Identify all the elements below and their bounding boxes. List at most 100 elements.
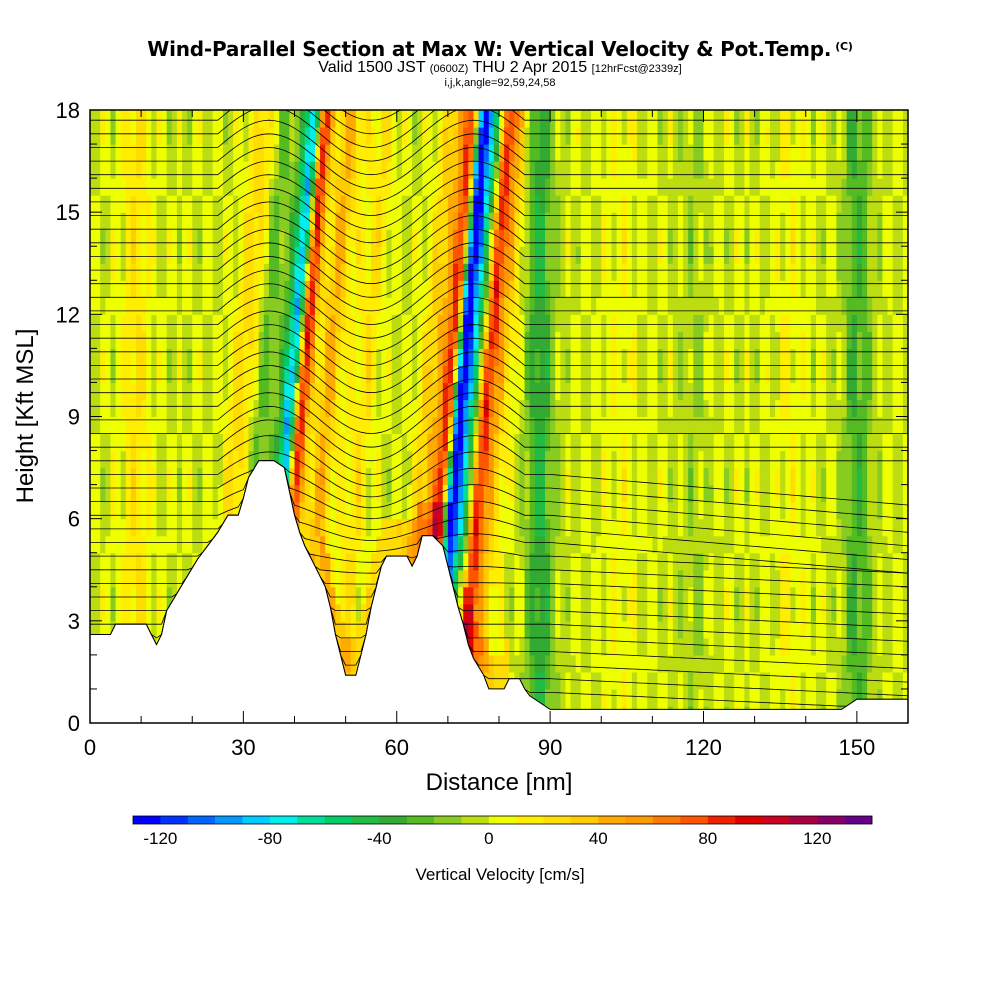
- velocity-cell: [657, 637, 664, 656]
- velocity-cell: [202, 484, 209, 503]
- velocity-cell: [729, 297, 735, 315]
- velocity-cell: [437, 246, 444, 264]
- velocity-cell: [238, 399, 244, 418]
- velocity-cell: [683, 620, 689, 639]
- velocity-cell: [718, 127, 725, 145]
- velocity-cell: [667, 518, 674, 537]
- velocity-cell: [396, 331, 403, 349]
- velocity-cell: [161, 382, 168, 401]
- velocity-cell: [499, 399, 505, 418]
- velocity-cell: [642, 246, 648, 264]
- velocity-cell: [667, 127, 674, 145]
- velocity-cell: [396, 127, 403, 145]
- velocity-cell: [248, 178, 255, 196]
- velocity-cell: [309, 467, 316, 486]
- velocity-cell: [401, 399, 408, 418]
- velocity-cell: [238, 280, 244, 298]
- velocity-cell: [340, 620, 347, 639]
- velocity-cell: [192, 416, 198, 435]
- velocity-cell: [340, 263, 347, 281]
- velocity-cell: [790, 535, 797, 554]
- velocity-cell: [248, 314, 255, 332]
- velocity-cell: [115, 246, 122, 264]
- velocity-cell: [299, 212, 306, 230]
- velocity-cell: [723, 535, 730, 554]
- velocity-cell: [238, 484, 244, 503]
- velocity-cell: [504, 535, 510, 554]
- velocity-cell: [151, 246, 158, 264]
- velocity-cell: [509, 603, 515, 622]
- velocity-cell: [243, 178, 250, 196]
- velocity-cell: [795, 603, 802, 622]
- velocity-cell: [698, 552, 705, 571]
- valid-prefix: Valid 1500 JST: [318, 59, 426, 76]
- velocity-cell: [718, 161, 725, 179]
- velocity-cell: [545, 212, 551, 230]
- velocity-cell: [642, 467, 648, 486]
- velocity-cell: [667, 229, 674, 247]
- velocity-cell: [631, 246, 638, 264]
- velocity-cell: [478, 484, 485, 503]
- velocity-cell: [713, 467, 720, 486]
- velocity-cell: [125, 535, 132, 554]
- velocity-cell: [274, 280, 280, 298]
- velocity-cell: [447, 416, 454, 435]
- velocity-cell: [381, 484, 388, 503]
- velocity-cell: [458, 178, 464, 196]
- velocity-cell: [790, 433, 797, 452]
- velocity-cell: [596, 399, 602, 418]
- velocity-cell: [468, 433, 475, 452]
- velocity-cell: [683, 501, 689, 520]
- velocity-cell: [795, 518, 802, 537]
- velocity-cell: [759, 654, 766, 673]
- velocity-cell: [447, 161, 454, 179]
- velocity-cell: [105, 433, 112, 452]
- velocity-cell: [698, 314, 705, 332]
- velocity-cell: [197, 144, 204, 162]
- velocity-cell: [146, 297, 152, 315]
- velocity-cell: [703, 212, 710, 230]
- velocity-cell: [452, 501, 459, 520]
- velocity-cell: [207, 127, 214, 145]
- velocity-cell: [371, 552, 377, 571]
- velocity-cell: [759, 144, 766, 162]
- velocity-cell: [539, 518, 546, 537]
- velocity-cell: [110, 603, 117, 622]
- velocity-cell: [136, 569, 142, 588]
- velocity-cell: [202, 195, 209, 213]
- velocity-cell: [585, 399, 592, 418]
- velocity-cell: [176, 348, 183, 367]
- velocity-cell: [151, 382, 158, 401]
- velocity-cell: [187, 195, 193, 213]
- velocity-cell: [141, 382, 147, 401]
- velocity-cell: [560, 246, 567, 264]
- velocity-cell: [616, 297, 623, 315]
- velocity-cell: [120, 501, 127, 520]
- velocity-cell: [166, 195, 173, 213]
- velocity-cell: [110, 110, 117, 128]
- velocity-cell: [621, 586, 628, 605]
- velocity-cell: [447, 110, 454, 128]
- velocity-cell: [151, 552, 158, 571]
- velocity-cell: [524, 365, 531, 384]
- velocity-cell: [151, 450, 158, 469]
- velocity-cell: [749, 314, 756, 332]
- velocity-cell: [396, 501, 403, 520]
- velocity-cell: [764, 620, 771, 639]
- velocity-cell: [171, 501, 178, 520]
- velocity-cell: [672, 688, 679, 707]
- velocity-cell: [754, 569, 761, 588]
- velocity-cell: [304, 467, 311, 486]
- velocity-cell: [780, 297, 786, 315]
- velocity-cell: [325, 246, 331, 264]
- velocity-cell: [499, 297, 505, 315]
- velocity-cell: [662, 348, 669, 367]
- velocity-cell: [580, 467, 587, 486]
- velocity-cell: [499, 416, 505, 435]
- velocity-cell: [258, 433, 265, 452]
- velocity-cell: [483, 518, 490, 537]
- velocity-cell: [483, 569, 490, 588]
- velocity-cell: [621, 348, 628, 367]
- velocity-cell: [519, 246, 526, 264]
- velocity-cell: [713, 161, 720, 179]
